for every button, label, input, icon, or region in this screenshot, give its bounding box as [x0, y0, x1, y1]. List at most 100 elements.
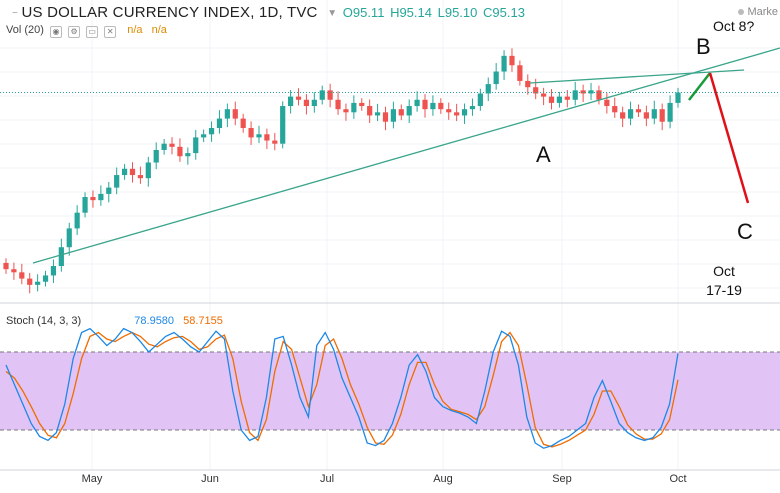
- candle-body: [208, 128, 215, 135]
- annotation-oct8: Oct 8?: [713, 18, 755, 34]
- stoch-d-value: 58.7155: [183, 315, 223, 327]
- status-dot-icon: [738, 9, 745, 15]
- candle-body: [42, 275, 49, 282]
- candle-body: [390, 109, 396, 122]
- candle-body: [651, 109, 657, 119]
- x-tick-label: May: [82, 473, 103, 485]
- candle-body: [422, 99, 428, 110]
- candle-body: [406, 106, 412, 116]
- candle-body: [50, 266, 57, 276]
- candle-body: [3, 262, 9, 270]
- candle-body: [351, 102, 357, 113]
- x-tick-label: Jun: [201, 473, 219, 485]
- candle-body: [382, 112, 389, 122]
- candle-body: [161, 143, 167, 150]
- candle-body: [232, 109, 238, 119]
- annotation-C: C: [737, 219, 753, 244]
- candle-body: [541, 93, 547, 97]
- annotation-oct17: Oct 17-19: [704, 262, 744, 300]
- chevron-down-icon[interactable]: ▼: [327, 8, 338, 19]
- candle-body: [327, 90, 333, 100]
- close-value: C95.13: [483, 5, 525, 20]
- stoch-d-line: [5, 331, 679, 448]
- candle-body: [533, 87, 539, 94]
- candle-body: [525, 80, 531, 88]
- candle-body: [659, 109, 665, 122]
- trendline-support: [32, 47, 780, 264]
- candle-body: [643, 112, 649, 119]
- candle-body: [19, 272, 25, 279]
- stoch-band: [0, 352, 780, 430]
- candle-body: [303, 99, 310, 107]
- candle-body: [295, 96, 302, 100]
- annotation-oct17-line1: Oct: [713, 263, 735, 279]
- candle-body: [66, 228, 72, 248]
- candles: [0, 48, 780, 294]
- x-tick-label: Oct: [669, 473, 686, 485]
- symbol-title-row: − US DOLLAR CURRENCY INDEX, 1D, TVC ▼ O9…: [6, 4, 525, 21]
- symbol-title[interactable]: US DOLLAR CURRENCY INDEX, 1D, TVC: [21, 4, 318, 21]
- close-icon[interactable]: ✕: [104, 26, 117, 38]
- candle-body: [501, 55, 507, 72]
- candle-body: [620, 112, 626, 119]
- candle-body: [272, 140, 278, 144]
- collapse-icon[interactable]: −: [12, 8, 18, 19]
- candle-body: [145, 162, 151, 179]
- trendlines: [32, 47, 780, 264]
- candle-body: [114, 175, 120, 188]
- candle-body: [216, 118, 223, 128]
- candle-body: [596, 90, 602, 100]
- stoch-label[interactable]: Stoch (14, 3, 3): [6, 315, 82, 327]
- candle-body: [193, 137, 199, 154]
- candle-body: [224, 109, 230, 119]
- x-tick-label: Aug: [433, 473, 453, 485]
- volume-label[interactable]: Vol (20): [6, 24, 44, 36]
- candle-body: [572, 90, 578, 100]
- candle-body: [248, 128, 254, 138]
- stoch-k-value: 78.9580: [134, 315, 175, 327]
- candle-body: [177, 146, 183, 157]
- candle-body: [517, 65, 523, 81]
- source-icon[interactable]: ▭: [86, 26, 99, 38]
- annotation-A: A: [536, 142, 551, 167]
- candle-body: [564, 96, 570, 100]
- candle-body: [675, 92, 681, 103]
- x-tick-label: Jul: [320, 473, 334, 485]
- candle-body: [588, 90, 594, 94]
- candle-body: [201, 134, 207, 138]
- candle-body: [98, 193, 104, 201]
- candle-body: [461, 109, 468, 116]
- candle-body: [612, 106, 618, 113]
- open-value: O95.11: [342, 5, 385, 20]
- candle-body: [580, 90, 586, 94]
- candle-body: [398, 109, 404, 116]
- candle-body: [129, 168, 136, 176]
- eye-icon[interactable]: ◉: [49, 26, 62, 38]
- stoch-legend: Stoch (14, 3, 3) 78.9580 58.7155: [6, 315, 223, 327]
- candle-body: [430, 102, 436, 110]
- candle-body: [35, 281, 41, 285]
- chart-header: − US DOLLAR CURRENCY INDEX, 1D, TVC ▼ O9…: [0, 0, 780, 38]
- candle-body: [82, 197, 88, 213]
- candle-body: [153, 149, 159, 163]
- candle-body: [311, 99, 317, 107]
- candle-body: [667, 102, 673, 122]
- candle-body: [106, 187, 112, 194]
- candle-body: [27, 278, 33, 285]
- settings-icon[interactable]: ⚙: [68, 26, 81, 38]
- high-value: H95.14: [390, 5, 432, 20]
- volume-value-2: n/a: [151, 24, 167, 36]
- candle-body: [74, 212, 80, 229]
- candle-body: [454, 112, 460, 116]
- volume-value-1: n/a: [127, 24, 143, 36]
- candle-body: [446, 109, 452, 113]
- annotation-B: B: [696, 34, 711, 59]
- candle-body: [280, 106, 286, 144]
- candle-body: [58, 247, 64, 267]
- forecast-up-line: [688, 72, 711, 101]
- market-status[interactable]: Marke: [738, 6, 778, 18]
- candle-body: [343, 109, 349, 113]
- candle-body: [11, 269, 17, 273]
- candle-body: [319, 90, 325, 100]
